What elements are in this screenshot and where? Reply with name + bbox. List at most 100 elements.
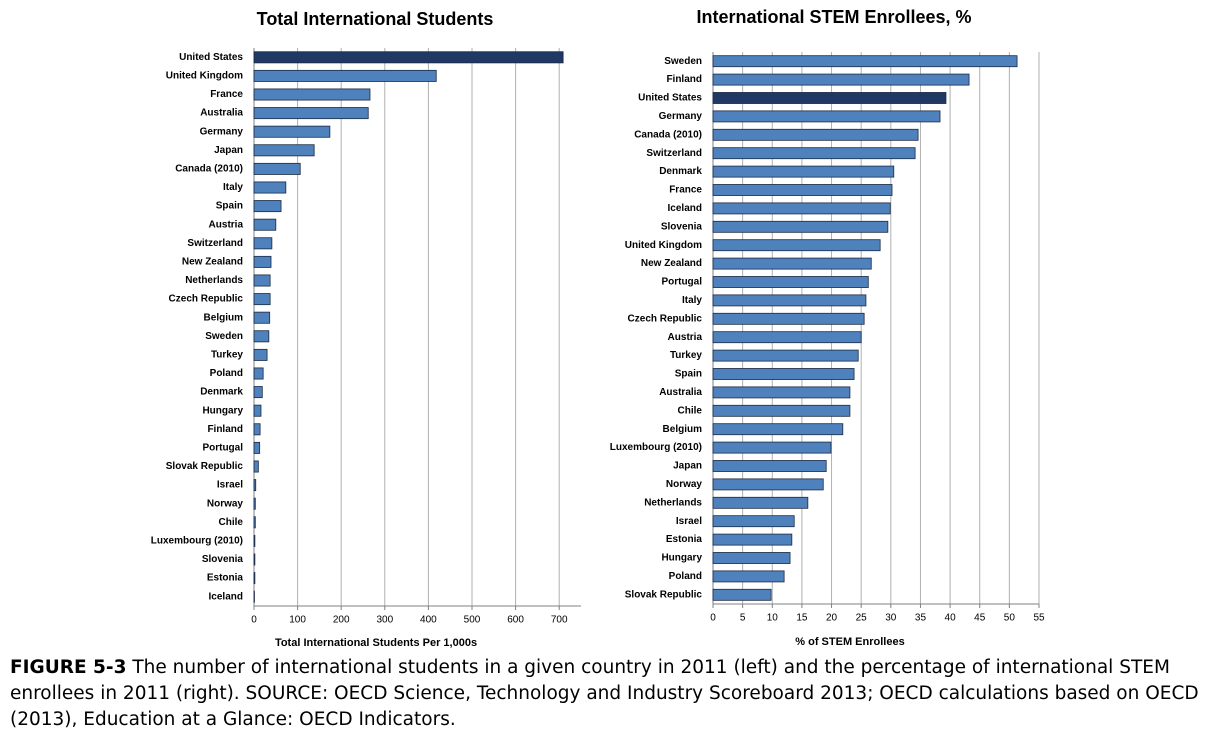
x-tick-label: 15 <box>796 613 808 624</box>
y-tick-label: Belgium <box>204 312 244 323</box>
x-tick-label: 55 <box>1033 613 1045 624</box>
y-tick-label: Denmark <box>200 387 243 398</box>
y-tick-label: New Zealand <box>641 258 702 269</box>
bar <box>253 534 256 547</box>
y-tick-label: Japan <box>214 145 243 156</box>
bar <box>253 237 273 250</box>
x-tick-label: 500 <box>464 615 481 626</box>
bar <box>712 110 941 123</box>
x-tick-label: 400 <box>420 615 437 626</box>
y-tick-label: Turkey <box>211 350 243 361</box>
bar <box>253 162 301 175</box>
y-tick-label: Canada (2010) <box>175 164 243 175</box>
y-tick-label: France <box>669 185 702 196</box>
y-tick-label: Hungary <box>202 405 243 416</box>
y-tick-label: Iceland <box>668 203 702 214</box>
x-tick-label: 20 <box>826 613 838 624</box>
bar <box>712 128 919 141</box>
y-tick-label: Norway <box>666 479 703 490</box>
y-tick-label: Canada (2010) <box>634 129 702 140</box>
y-tick-label: Hungary <box>661 553 702 564</box>
x-axis-label: % of STEM Enrollees <box>795 636 904 648</box>
y-tick-label: Slovenia <box>661 221 703 232</box>
bar <box>253 144 315 157</box>
bar <box>253 69 437 82</box>
bar <box>253 51 564 64</box>
x-tick-label: 700 <box>551 615 568 626</box>
bar <box>712 73 970 86</box>
bar <box>253 441 261 454</box>
y-tick-label: Sweden <box>205 331 243 342</box>
y-tick-label: Czech Republic <box>169 294 244 305</box>
bar <box>712 239 881 252</box>
y-tick-label: Netherlands <box>185 275 243 286</box>
y-tick-label: Austria <box>668 332 703 343</box>
bar <box>712 478 824 491</box>
bar <box>712 294 867 307</box>
y-tick-label: Norway <box>207 498 244 509</box>
y-tick-label: Netherlands <box>644 497 702 508</box>
y-tick-label: Turkey <box>670 350 702 361</box>
chart-title: Total International Students <box>257 9 494 29</box>
x-tick-label: 100 <box>289 615 306 626</box>
caption-label: FIGURE 5-3 <box>10 657 127 678</box>
bar <box>712 312 865 325</box>
bar <box>712 515 795 528</box>
x-tick-label: 0 <box>251 615 257 626</box>
bar <box>253 311 271 324</box>
bar <box>712 533 793 546</box>
bar <box>253 125 331 138</box>
bar <box>253 293 271 306</box>
y-tick-label: Chile <box>219 517 244 528</box>
y-tick-label: Luxembourg (2010) <box>610 442 702 453</box>
x-tick-label: 50 <box>1004 613 1016 624</box>
bar <box>253 460 259 473</box>
bar <box>712 423 844 436</box>
y-tick-label: Slovenia <box>202 554 244 565</box>
bar <box>712 257 872 270</box>
y-tick-label: Poland <box>210 368 243 379</box>
bar <box>253 330 270 343</box>
y-tick-label: Belgium <box>663 424 703 435</box>
y-tick-label: Poland <box>669 571 702 582</box>
y-tick-label: Switzerland <box>646 148 702 159</box>
y-tick-label: Portugal <box>661 277 702 288</box>
y-tick-label: Czech Republic <box>628 313 703 324</box>
bar <box>712 441 832 454</box>
bar <box>253 572 256 585</box>
bar <box>712 276 869 288</box>
y-tick-label: Australia <box>659 387 702 398</box>
y-tick-label: Japan <box>673 461 702 472</box>
y-tick-label: United Kingdom <box>166 71 243 82</box>
bar <box>712 184 893 196</box>
y-tick-label: Spain <box>216 201 243 212</box>
x-axis-label: Total International Students Per 1,000s <box>275 637 477 649</box>
bar <box>253 553 256 566</box>
bar <box>712 588 772 601</box>
bar <box>712 202 891 215</box>
y-tick-label: Israel <box>217 480 243 491</box>
x-tick-label: 0 <box>710 613 716 624</box>
x-tick-label: 45 <box>974 613 986 624</box>
bar <box>253 348 268 361</box>
y-tick-label: France <box>210 89 243 100</box>
bar <box>253 497 256 510</box>
y-tick-label: Finland <box>207 424 243 435</box>
bar <box>712 496 809 509</box>
y-tick-label: Italy <box>682 295 702 306</box>
bar <box>712 220 889 233</box>
caption-text: The number of international students in … <box>10 657 1199 730</box>
bar <box>712 147 916 160</box>
x-tick-label: 30 <box>885 613 897 624</box>
y-tick-label: Luxembourg (2010) <box>151 536 243 547</box>
y-tick-label: Switzerland <box>187 238 243 249</box>
y-tick-label: Israel <box>676 516 702 527</box>
y-tick-label: United States <box>179 52 243 63</box>
x-tick-label: 10 <box>767 613 779 624</box>
bar <box>712 349 859 362</box>
y-tick-label: United Kingdom <box>625 240 702 251</box>
bar <box>253 107 369 120</box>
bar <box>712 331 862 344</box>
y-tick-label: Portugal <box>202 443 243 454</box>
